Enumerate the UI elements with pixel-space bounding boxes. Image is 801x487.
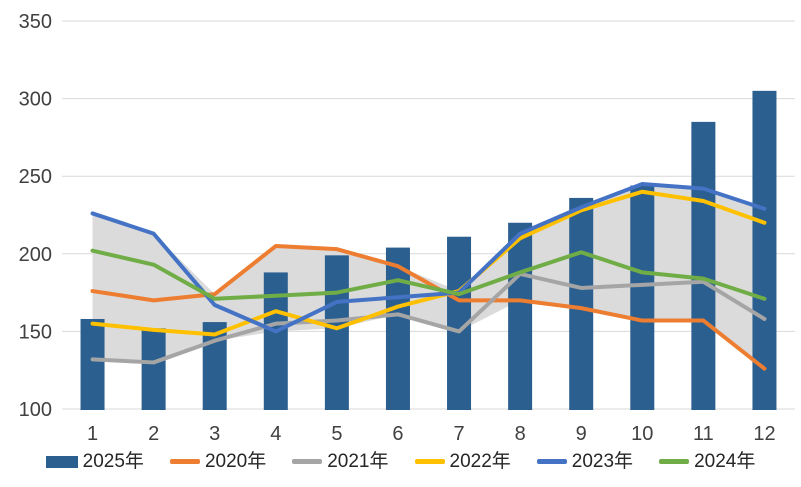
legend-item-2020年: 2020年 (169, 451, 267, 472)
legend-line-swatch-2020年 (169, 459, 200, 464)
x-axis-label-5: 5 (331, 423, 342, 445)
legend-label: 2025年 (82, 451, 144, 472)
y-axis-label-200: 200 (19, 244, 52, 266)
x-axis-label-10: 10 (631, 423, 653, 445)
x-axis-label-4: 4 (270, 423, 281, 445)
x-axis-label-3: 3 (209, 423, 220, 445)
legend-line-swatch-2024年 (659, 459, 690, 464)
legend-line-swatch-2021年 (292, 459, 323, 464)
x-axis-label-12: 12 (753, 423, 775, 445)
line-2021年 (90, 271, 767, 365)
bar-month-12 (752, 90, 777, 410)
bar-month-9 (569, 197, 594, 410)
legend-item-2021年: 2021年 (292, 451, 389, 472)
bar-month-8 (508, 222, 533, 410)
y-axis-label-150: 150 (19, 321, 52, 343)
line-2024年 (90, 248, 767, 301)
legend-item-2022年: 2022年 (414, 451, 511, 472)
y-axis-label-100: 100 (19, 399, 52, 421)
bar-month-6 (385, 247, 410, 410)
legend-bar-swatch-2025年 (45, 455, 78, 468)
x-axis-label-8: 8 (515, 423, 526, 445)
line-2022年 (90, 189, 767, 337)
legend-label: 2024年 (694, 451, 756, 472)
bar-month-11 (691, 121, 716, 410)
y-axis-label-300: 300 (19, 89, 52, 111)
bar-month-4 (263, 272, 288, 410)
x-axis-label-7: 7 (453, 423, 464, 445)
x-axis-label-9: 9 (576, 423, 587, 445)
legend-item-2024年: 2024年 (659, 452, 755, 471)
legend-label: 2022年 (449, 451, 511, 472)
legend-label: 2023年 (571, 451, 634, 472)
chart-legend: 2025年 2020年 2021年 2022年 2023年 2024年 (0, 452, 801, 471)
legend-label: 2020年 (204, 451, 267, 472)
y-axis-label-250: 250 (19, 166, 52, 188)
y-axis-label-350: 350 (19, 11, 52, 33)
bar-month-5 (324, 255, 349, 410)
x-axis-label-11: 11 (693, 423, 714, 445)
legend-label: 2021年 (327, 451, 389, 472)
legend-line-swatch-2022年 (414, 459, 445, 464)
bar-month-10 (630, 185, 655, 410)
min-max-band (92, 183, 765, 369)
x-axis-label-2: 2 (148, 423, 159, 445)
x-axis-label-1: 1 (87, 423, 98, 445)
x-axis-label-6: 6 (392, 423, 403, 445)
bar-month-2 (141, 328, 166, 410)
bar-month-1 (80, 318, 105, 410)
legend-line-swatch-2023年 (536, 459, 567, 464)
legend-item-2025年: 2025年 (45, 451, 144, 472)
legend-item-2023年: 2023年 (536, 451, 634, 472)
